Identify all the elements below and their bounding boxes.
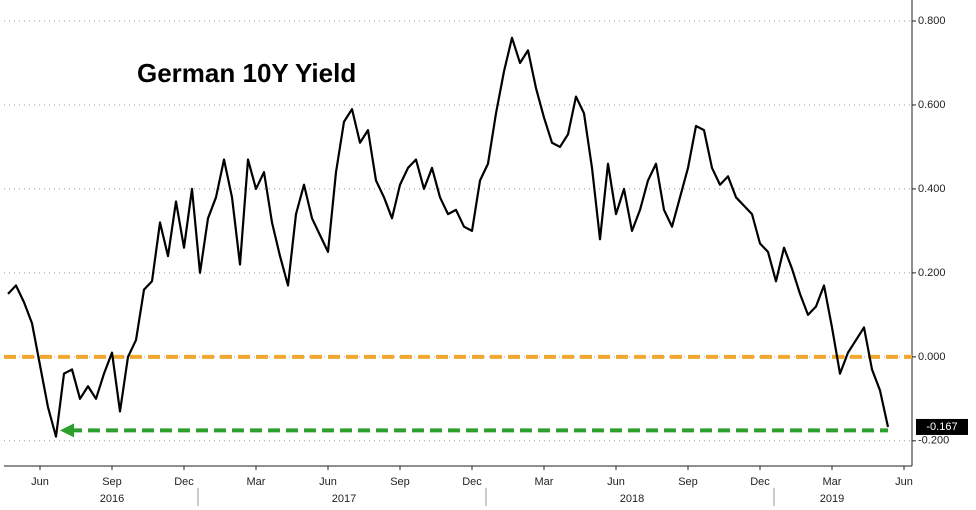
x-tick-label: Dec (174, 476, 194, 488)
reference-arrow (60, 423, 74, 438)
y-tick-label: 0.600 (918, 99, 946, 111)
chart-title: German 10Y Yield (137, 58, 356, 88)
y-tick-label: 0.400 (918, 183, 946, 195)
x-tick-label: Jun (319, 476, 337, 488)
x-tick-label: Sep (390, 476, 410, 488)
y-tick-label: -0.200 (918, 435, 949, 447)
y-tick-label: 0.200 (918, 267, 946, 279)
y-tick-label: 0.000 (918, 351, 946, 363)
y-tick-label: 0.800 (918, 15, 946, 27)
x-tick-label: Dec (750, 476, 770, 488)
year-label: 2016 (100, 493, 124, 505)
x-tick-label: Jun (607, 476, 625, 488)
x-tick-label: Mar (823, 476, 842, 488)
x-tick-label: Mar (247, 476, 266, 488)
x-tick-label: Jun (31, 476, 49, 488)
x-tick-label: Dec (462, 476, 482, 488)
last-value-label: -0.167 (926, 421, 957, 433)
x-tick-label: Sep (102, 476, 122, 488)
x-tick-label: Sep (678, 476, 698, 488)
year-label: 2017 (332, 493, 356, 505)
year-label: 2018 (620, 493, 644, 505)
year-label: 2019 (820, 493, 844, 505)
x-tick-label: Jun (895, 476, 913, 488)
yield-line (7, 36, 890, 438)
last-value-box (916, 418, 968, 435)
x-tick-label: Mar (535, 476, 554, 488)
